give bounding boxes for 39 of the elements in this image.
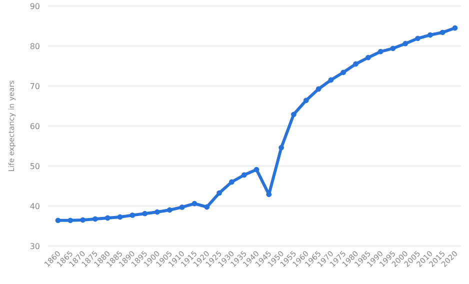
point <box>80 217 86 223</box>
point <box>340 70 346 76</box>
y-tick-label: 70 <box>30 82 40 91</box>
point <box>166 207 172 213</box>
y-tick-label: 90 <box>30 2 40 11</box>
point <box>328 77 334 83</box>
y-tick-label: 30 <box>30 242 40 251</box>
point <box>440 30 446 36</box>
point <box>92 216 98 222</box>
point <box>192 200 198 206</box>
point <box>378 48 384 54</box>
point <box>254 166 260 172</box>
point <box>353 61 358 67</box>
point <box>402 40 408 46</box>
y-tick-label: 50 <box>30 162 40 171</box>
point <box>216 190 222 196</box>
point <box>278 144 284 150</box>
point <box>415 36 420 42</box>
point <box>241 172 247 178</box>
point <box>204 204 210 210</box>
y-tick-label: 40 <box>30 202 40 211</box>
point <box>104 215 110 221</box>
point <box>68 218 74 224</box>
point <box>117 214 123 220</box>
point <box>291 112 296 118</box>
point <box>228 179 234 185</box>
point <box>303 98 309 104</box>
point <box>452 25 458 31</box>
point <box>427 32 433 38</box>
point <box>130 212 136 218</box>
point <box>179 204 185 210</box>
point <box>390 46 396 52</box>
point <box>365 54 371 60</box>
point <box>142 210 148 216</box>
point <box>55 218 61 224</box>
point <box>316 86 322 92</box>
y-tick-label: 60 <box>30 122 40 131</box>
y-tick-label: 80 <box>30 42 40 51</box>
point <box>154 209 160 215</box>
